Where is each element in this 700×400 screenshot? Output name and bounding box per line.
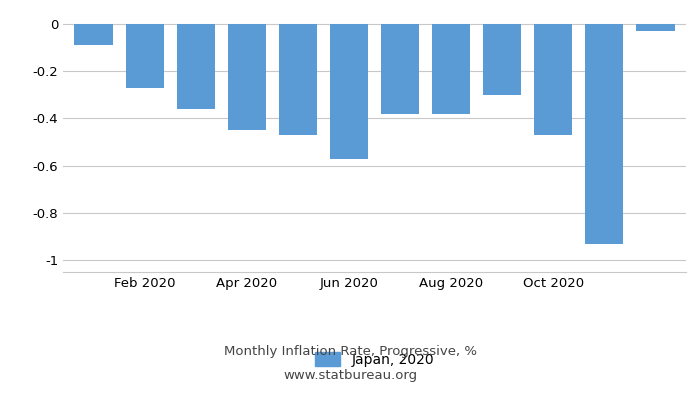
Bar: [74, 24, 113, 45]
Text: www.statbureau.org: www.statbureau.org: [283, 370, 417, 382]
Bar: [125, 24, 164, 88]
Bar: [381, 24, 419, 114]
Bar: [534, 24, 573, 135]
Bar: [176, 24, 215, 109]
Bar: [279, 24, 317, 135]
Bar: [636, 24, 675, 31]
Bar: [330, 24, 368, 158]
Legend: Japan, 2020: Japan, 2020: [315, 352, 434, 366]
Bar: [483, 24, 522, 95]
Bar: [228, 24, 266, 130]
Bar: [585, 24, 624, 244]
Bar: [432, 24, 470, 114]
Text: Monthly Inflation Rate, Progressive, %: Monthly Inflation Rate, Progressive, %: [223, 346, 477, 358]
